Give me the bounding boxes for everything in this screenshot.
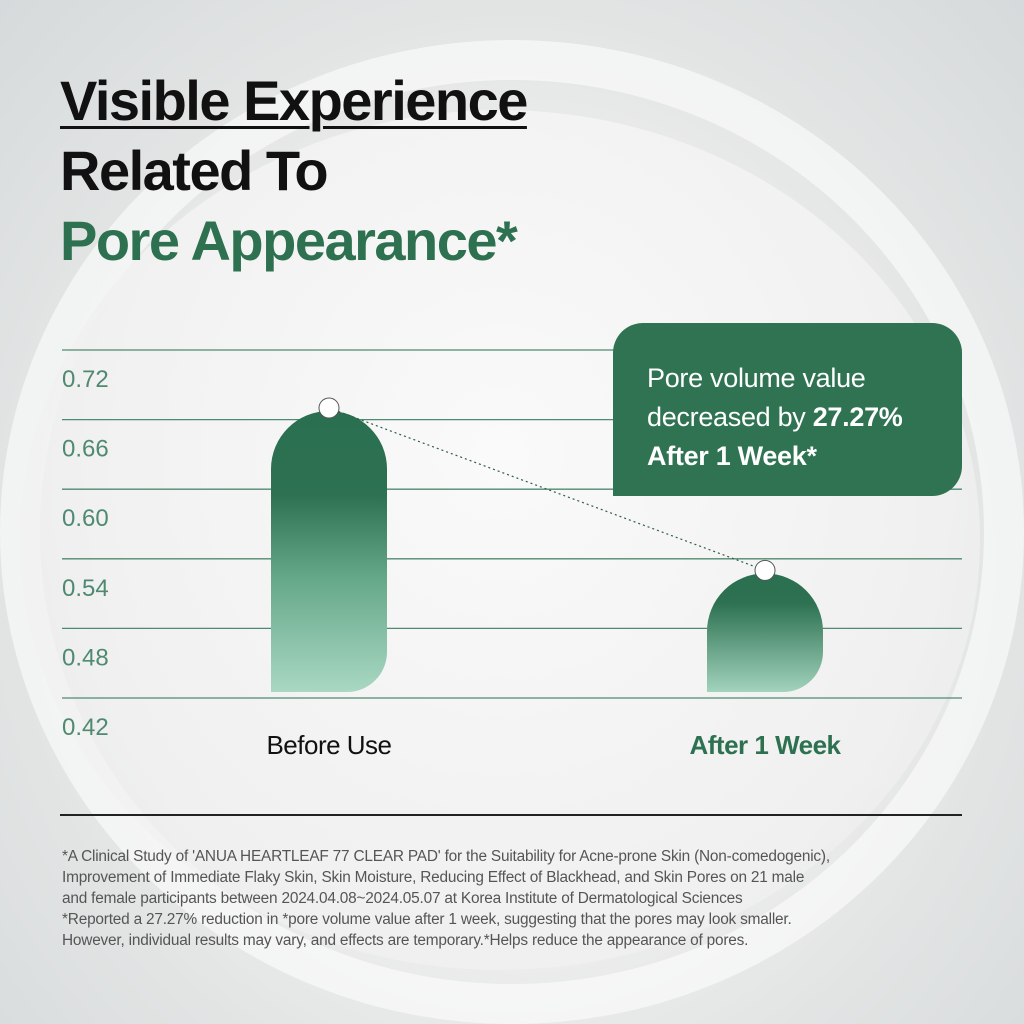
headline-line-3: Pore Appearance* [60, 209, 518, 272]
x-category-label: Before Use [266, 730, 391, 760]
data-point-marker [318, 397, 340, 419]
footnote-line: *Reported a 27.27% reduction in *pore vo… [62, 911, 792, 928]
y-tick-label: 0.60 [62, 505, 109, 532]
headline: Visible Experience Related To Pore Appea… [60, 66, 528, 276]
footnote-line: Improvement of Immediate Flaky Skin, Ski… [62, 869, 805, 886]
callout-line-3: After 1 Week* [647, 437, 962, 476]
bar-before-use [271, 411, 387, 692]
callout-line-3-text: After 1 Week* [647, 441, 817, 471]
y-tick-label: 0.72 [62, 366, 109, 393]
bar-after-1-week [707, 573, 823, 692]
x-category-label: After 1 Week [689, 730, 841, 760]
callout-line-2: decreased by 27.27% [647, 398, 962, 437]
headline-line-1: Visible Experience [60, 69, 528, 132]
footnote-line: and female participants between 2024.04.… [62, 890, 743, 907]
headline-line-2: Related To [60, 139, 329, 202]
callout-percent: 27.27% [812, 402, 903, 432]
footnote: *A Clinical Study of 'ANUA HEARTLEAF 77 … [62, 846, 972, 951]
cotton-pad-background [20, 110, 980, 970]
divider [60, 814, 962, 816]
y-tick-label: 0.42 [62, 714, 109, 741]
callout-line-1: Pore volume value [647, 363, 866, 393]
callout-line-2-text: decreased by [647, 402, 813, 432]
footnote-line: *A Clinical Study of 'ANUA HEARTLEAF 77 … [62, 848, 830, 865]
footnote-line: However, individual results may vary, an… [62, 932, 749, 949]
y-tick-label: 0.66 [62, 436, 109, 463]
result-callout: Pore volume value decreased by 27.27% Af… [613, 323, 962, 496]
y-tick-label: 0.48 [62, 644, 109, 671]
y-tick-label: 0.54 [62, 575, 109, 602]
data-point-marker [754, 559, 776, 581]
